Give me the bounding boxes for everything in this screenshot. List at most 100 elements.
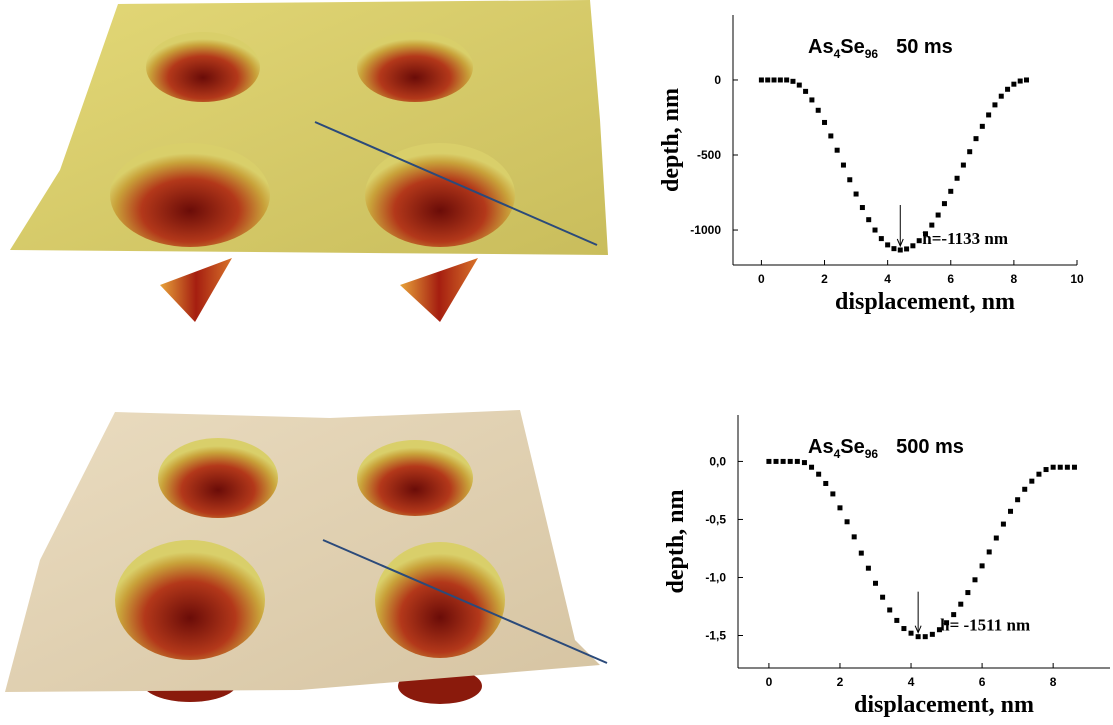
- x-tick-label: 2: [821, 272, 828, 286]
- data-point: [1000, 521, 1006, 527]
- data-point: [1064, 464, 1070, 470]
- data-point: [766, 458, 772, 464]
- data-point: [773, 458, 779, 464]
- x-tick-label: 8: [1050, 675, 1057, 689]
- x-tick-label: 8: [1011, 272, 1018, 286]
- data-point: [986, 549, 992, 555]
- x-tick-label: 6: [947, 272, 954, 286]
- data-point: [758, 77, 764, 83]
- data-point: [908, 630, 914, 636]
- y-tick-label: 0: [714, 73, 721, 87]
- data-point: [923, 231, 929, 237]
- data-point: [830, 491, 836, 497]
- data-point: [1050, 464, 1056, 470]
- data-point: [865, 565, 871, 571]
- data-point: [967, 149, 973, 155]
- data-point: [1011, 81, 1017, 87]
- data-point: [885, 242, 891, 248]
- data-point: [834, 147, 840, 153]
- data-point: [851, 534, 857, 540]
- chart-title: As4Se96 50 ms: [808, 36, 953, 61]
- data-point: [993, 535, 999, 541]
- data-point: [929, 631, 935, 637]
- title-part: 96: [865, 447, 879, 461]
- data-point: [803, 88, 809, 94]
- afm-image-bottom: [5, 410, 608, 704]
- y-tick-label: -1000: [690, 223, 721, 237]
- data-point: [979, 563, 985, 569]
- annotation: h=-1133 nm: [922, 229, 1008, 248]
- title-part: Se: [840, 36, 864, 58]
- data-point: [858, 550, 864, 556]
- data-point: [1043, 467, 1049, 473]
- data-point: [787, 458, 793, 464]
- data-point: [809, 97, 815, 103]
- chart-title: As4Se96 500 ms: [808, 436, 964, 461]
- data-point: [1008, 508, 1014, 514]
- data-point: [965, 590, 971, 596]
- data-point: [958, 601, 964, 607]
- x-axis-label: displacement, nm: [854, 692, 1034, 718]
- x-tick-label: 6: [979, 675, 986, 689]
- data-point: [840, 162, 846, 168]
- data-point: [972, 577, 978, 583]
- title-part: 4: [834, 447, 841, 461]
- data-point: [866, 217, 872, 223]
- data-point: [1071, 464, 1077, 470]
- data-point: [780, 458, 786, 464]
- data-point: [853, 191, 859, 197]
- data-point: [873, 580, 879, 586]
- data-point: [816, 471, 822, 477]
- data-point: [1024, 77, 1030, 83]
- x-tick-label: 4: [908, 675, 915, 689]
- data-point: [847, 177, 853, 183]
- data-point: [823, 480, 829, 486]
- data-point: [859, 205, 865, 211]
- data-point: [922, 634, 928, 640]
- data-point: [935, 212, 941, 218]
- data-point: [960, 162, 966, 168]
- data-point: [844, 519, 850, 525]
- data-point: [944, 620, 950, 626]
- data-point: [897, 247, 903, 253]
- y-tick-label: -0,5: [705, 512, 726, 526]
- data-point: [784, 77, 790, 83]
- title-part: 4: [834, 47, 841, 61]
- data-point: [951, 612, 957, 618]
- data-point: [822, 119, 828, 125]
- data-point: [916, 238, 922, 244]
- data-point: [837, 505, 843, 511]
- data-point: [815, 107, 821, 113]
- data-point: [801, 460, 807, 466]
- data-point: [936, 627, 942, 633]
- data-point: [904, 246, 910, 252]
- title-part: As: [808, 436, 834, 458]
- data-point: [777, 77, 783, 83]
- data-point: [794, 458, 800, 464]
- data-point: [910, 243, 916, 249]
- data-point: [901, 626, 907, 632]
- y-tick-label: -1,0: [705, 570, 726, 584]
- data-point: [880, 594, 886, 600]
- data-point: [1029, 478, 1035, 484]
- data-point: [790, 78, 796, 84]
- x-tick-label: 0: [758, 272, 765, 286]
- data-point: [979, 123, 985, 129]
- data-point: [941, 201, 947, 207]
- x-tick-label: 10: [1070, 272, 1084, 286]
- data-point: [986, 112, 992, 118]
- data-point: [992, 102, 998, 108]
- data-point: [948, 188, 954, 194]
- data-point: [771, 77, 777, 83]
- y-tick-label: -500: [697, 148, 721, 162]
- data-point: [1036, 471, 1042, 477]
- y-tick-label: -1,5: [705, 629, 726, 643]
- annotation: h= -1511 nm: [940, 616, 1030, 635]
- data-point: [998, 93, 1004, 99]
- data-point: [973, 136, 979, 142]
- data-point: [894, 617, 900, 623]
- data-point: [1057, 464, 1063, 470]
- x-tick-label: 4: [884, 272, 891, 286]
